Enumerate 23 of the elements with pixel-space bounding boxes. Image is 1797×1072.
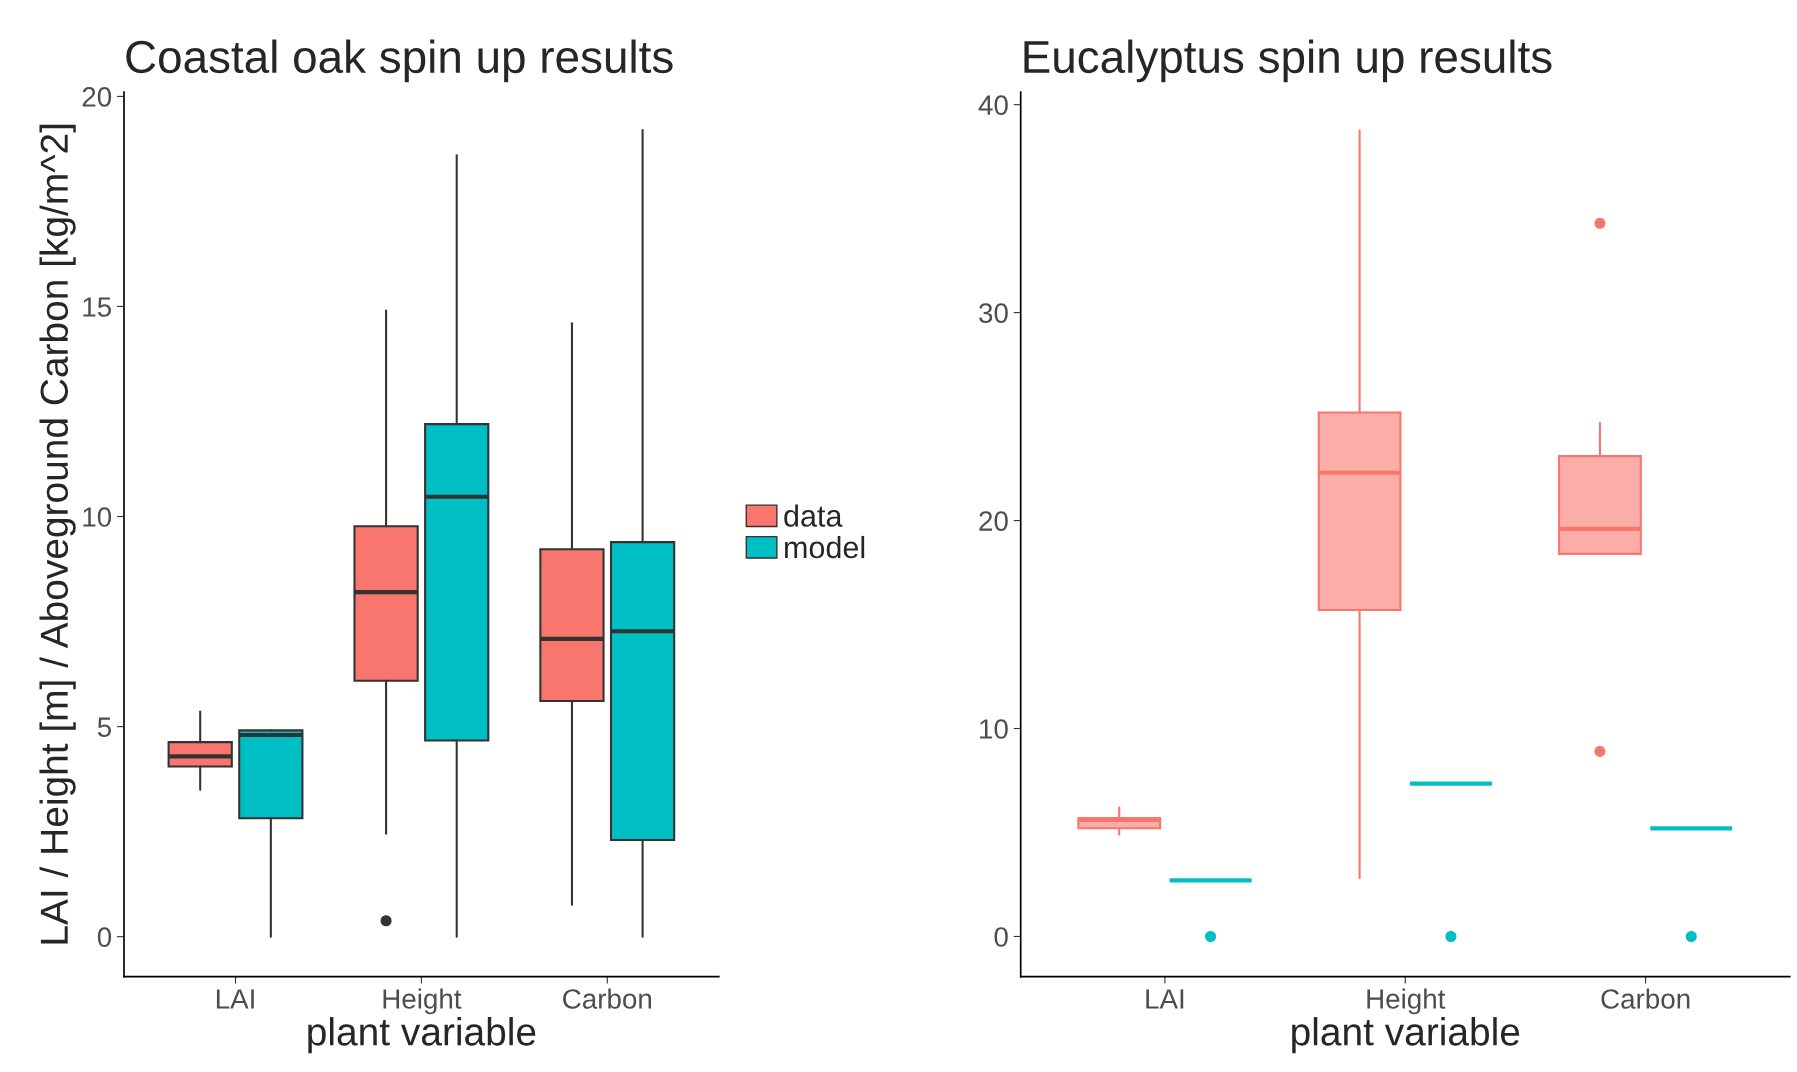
x-axis-title: plant variable — [308, 1017, 536, 1054]
x-tick-label: Height — [383, 988, 462, 1015]
y-axis-title: LAI / Height [m] / Aboveground Carbon [kg/m^2] — [39, 124, 76, 944]
legend-label: data — [784, 504, 843, 527]
chart-title: Eucalyptus spin up results — [1024, 39, 1552, 83]
x-tick-label: Carbon — [563, 988, 652, 1009]
y-tick-label: 20 — [979, 511, 1008, 531]
legend-label: model — [785, 535, 865, 559]
x-tick-label: LAI — [1146, 989, 1184, 1009]
x-tick-label: LAI — [216, 989, 254, 1009]
y-tick-label: 10 — [83, 507, 112, 527]
y-tick-label: 40 — [978, 95, 1008, 116]
y-tick-label: 0 — [97, 927, 112, 948]
y-tick-label: 15 — [83, 297, 112, 317]
y-tick-label: 10 — [980, 719, 1008, 739]
x-tick-label: Height — [1367, 988, 1446, 1015]
y-tick-label: 30 — [979, 303, 1008, 323]
y-tick-label: 0 — [994, 927, 1008, 947]
x-tick-label: Carbon — [1601, 988, 1690, 1009]
x-axis-title: plant variable — [1292, 1017, 1520, 1054]
y-tick-label: 20 — [82, 87, 112, 107]
y-tick-label: 5 — [97, 717, 112, 737]
chart-title: Coastal oak spin up results — [126, 39, 673, 83]
